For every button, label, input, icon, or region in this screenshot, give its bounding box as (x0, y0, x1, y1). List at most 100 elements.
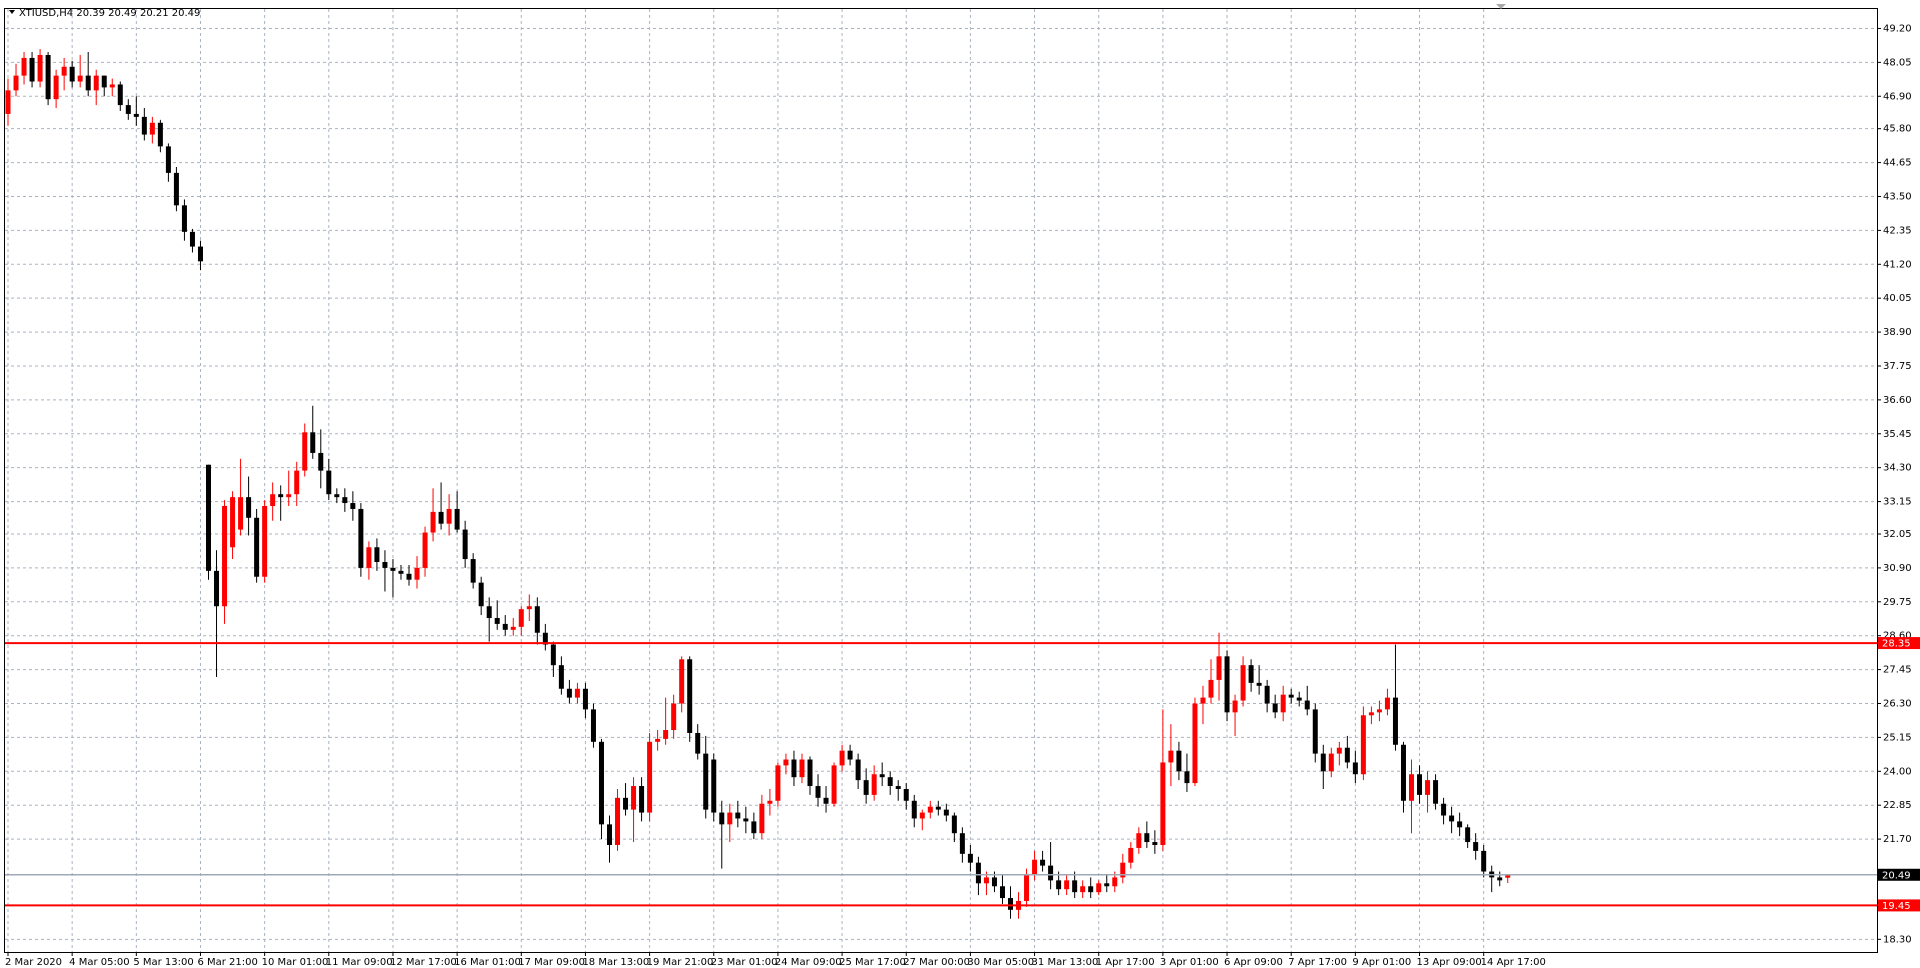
candle-body (631, 786, 637, 810)
candle-body (390, 567, 396, 571)
candle-body (727, 812, 733, 825)
candle-body (1064, 880, 1070, 890)
candle-body (655, 738, 661, 742)
candle-body (470, 559, 476, 583)
candle-body (1168, 750, 1174, 763)
candle-body (206, 464, 211, 571)
candle-body (1184, 771, 1190, 784)
candle-body (903, 788, 909, 801)
candle-body (1288, 694, 1294, 698)
x-tick-label: 2 Mar 2020 (5, 957, 62, 968)
candle-body (831, 765, 837, 804)
candle-body (294, 470, 300, 495)
candle-body (943, 809, 949, 816)
x-tick-label: 5 Mar 13:00 (133, 957, 193, 968)
candle-body (1104, 883, 1110, 887)
x-tick-label: 14 Apr 17:00 (1481, 957, 1546, 968)
x-tick-label: 6 Apr 09:00 (1224, 957, 1283, 968)
candle-body (149, 122, 155, 135)
candle-body (13, 75, 19, 91)
candle-body (550, 644, 556, 666)
x-tick-label: 1 Apr 17:00 (1096, 957, 1155, 968)
candle-body (446, 508, 452, 524)
candle-body (374, 547, 380, 563)
candle-body (141, 116, 147, 135)
candle-body (1192, 703, 1198, 784)
candle-body (687, 659, 693, 733)
candle-body (398, 570, 404, 574)
candle-body (847, 750, 853, 760)
x-tick-label: 7 Apr 17:00 (1288, 957, 1347, 968)
candle-body (1280, 694, 1286, 713)
candle-body (286, 494, 292, 498)
y-tick-label: 25.15 (1883, 732, 1912, 743)
candle-body (911, 800, 917, 819)
candle-body (1409, 774, 1414, 801)
candle-body (1088, 886, 1094, 893)
candle-body (1056, 880, 1062, 890)
y-tick-label: 49.20 (1883, 23, 1912, 34)
x-tick-label: 12 Mar 17:00 (390, 957, 457, 968)
candle-body (767, 800, 773, 804)
candle-body (414, 567, 420, 580)
candle-body (197, 246, 203, 262)
y-tick-label: 33.15 (1883, 497, 1912, 508)
candle-body (1473, 842, 1479, 851)
candle-body (502, 623, 508, 630)
candle-body (1465, 827, 1471, 843)
candle-body (1216, 656, 1222, 680)
candle-body (1264, 685, 1270, 704)
candle-body (486, 606, 492, 619)
candle-body (1328, 753, 1334, 772)
candle-body (743, 818, 749, 822)
candle-body (1240, 665, 1246, 701)
candle-body (181, 205, 187, 232)
candle-body (77, 75, 83, 82)
candle-body (1080, 886, 1086, 893)
candle-body (999, 886, 1005, 899)
candle-body (1360, 715, 1366, 775)
candle-body (334, 494, 340, 498)
candle-body (1224, 656, 1230, 713)
candle-body (823, 797, 829, 804)
chart-title: XTIUSD,H4 20.39 20.49 20.21 20.49 (19, 8, 200, 19)
price-label-box (1878, 868, 1920, 881)
candle-body (270, 494, 276, 506)
y-tick-label: 29.75 (1883, 597, 1912, 608)
candle-body (1304, 700, 1310, 710)
candle-body (1024, 874, 1030, 902)
menu-arrow[interactable] (9, 10, 15, 14)
candle-body (1112, 877, 1118, 887)
candle-body (1040, 859, 1046, 866)
y-tick-label: 37.75 (1883, 361, 1912, 372)
candle-body (173, 172, 179, 206)
candle-body (967, 853, 973, 863)
shift-marker[interactable] (1496, 4, 1506, 9)
candle-body (534, 606, 540, 633)
candle-body (1336, 747, 1342, 754)
candle-body (895, 786, 901, 789)
candle-body (1457, 821, 1463, 828)
y-tick-label: 40.05 (1883, 293, 1912, 304)
grid (5, 9, 1877, 952)
candle-body (85, 75, 91, 91)
x-tick-label: 10 Mar 01:00 (262, 957, 329, 968)
candle-body (109, 84, 115, 88)
candle-body (1400, 744, 1406, 801)
candle-body (566, 688, 572, 698)
candle-body (623, 797, 629, 810)
y-tick-label: 36.60 (1883, 395, 1912, 406)
candle-body (438, 511, 444, 524)
candle-body (975, 862, 981, 884)
candle-body (382, 562, 388, 568)
candle-body (574, 688, 580, 698)
candle-body (1128, 847, 1134, 863)
candle-body (775, 765, 781, 801)
candle-body (462, 529, 468, 560)
y-tick-label: 32.05 (1883, 529, 1912, 540)
candle-body (21, 57, 27, 76)
price-label-box (1878, 899, 1920, 912)
candle-body (117, 84, 123, 106)
x-tick-label: 27 Mar 00:00 (903, 957, 970, 968)
candle-body (695, 732, 701, 754)
